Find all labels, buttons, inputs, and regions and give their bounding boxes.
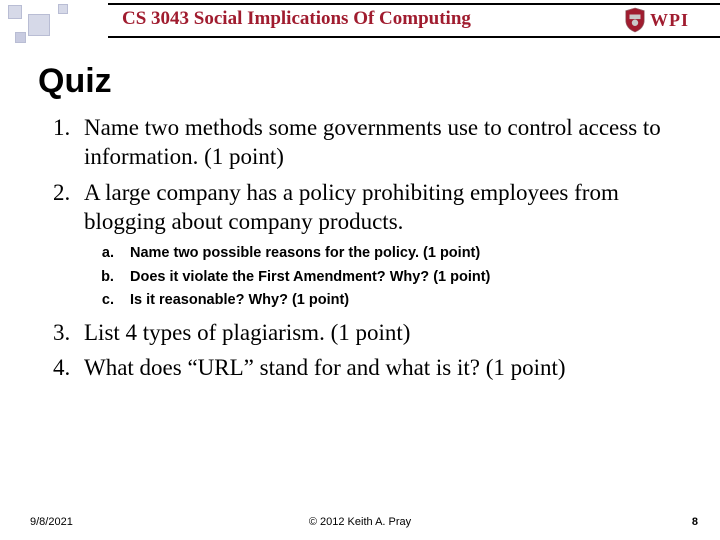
question-1: Name two methods some governments use to… bbox=[76, 113, 680, 172]
question-list: Name two methods some governments use to… bbox=[76, 113, 680, 383]
question-2b: Does it violate the First Amendment? Why… bbox=[118, 267, 680, 289]
question-2c: Is it reasonable? Why? (1 point) bbox=[118, 290, 680, 312]
wpi-logo: WPI bbox=[624, 6, 706, 34]
slide-content: Name two methods some governments use to… bbox=[48, 113, 680, 383]
question-2-text: A large company has a policy prohibiting… bbox=[84, 180, 619, 234]
footer-copyright: © 2012 Keith A. Pray bbox=[0, 516, 720, 528]
question-2: A large company has a policy prohibiting… bbox=[76, 178, 680, 312]
header-rule-top bbox=[108, 3, 720, 5]
question-2-subparts: Name two possible reasons for the policy… bbox=[118, 243, 680, 312]
footer: 9/8/2021 © 2012 Keith A. Pray 8 bbox=[0, 512, 720, 532]
question-2a: Name two possible reasons for the policy… bbox=[118, 243, 680, 265]
question-3: List 4 types of plagiarism. (1 point) bbox=[76, 318, 680, 347]
question-4: What does “URL” stand for and what is it… bbox=[76, 353, 680, 382]
header-decoration bbox=[0, 0, 100, 60]
course-title: CS 3043 Social Implications Of Computing bbox=[122, 8, 471, 30]
logo-text: WPI bbox=[650, 10, 689, 31]
slide-title: Quiz bbox=[38, 62, 720, 101]
header-rule-bottom bbox=[108, 36, 720, 38]
footer-page-number: 8 bbox=[692, 516, 698, 528]
header-bar: CS 3043 Social Implications Of Computing… bbox=[0, 0, 720, 40]
shield-icon bbox=[624, 7, 646, 33]
